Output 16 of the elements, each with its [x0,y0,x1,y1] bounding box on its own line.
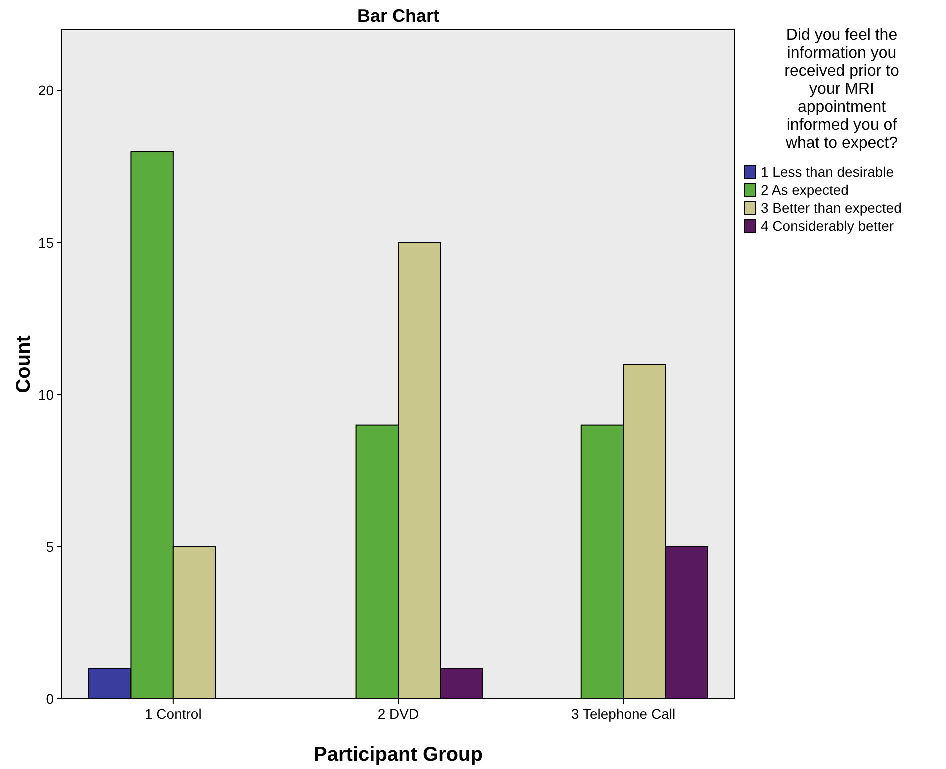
x-axis-title: Participant Group [314,744,483,766]
y-tick-label: 20 [38,82,54,99]
y-tick-label: 15 [38,234,54,251]
legend-label: 2 As expected [761,182,849,198]
x-tick-label: 1 Control [145,706,202,722]
legend-label: 1 Less than desirable [761,164,894,180]
chart-title: Bar Chart [357,6,440,26]
legend-title: Did you feel the information you received prior to your MRI appointment informed you of what to expect? [784,27,900,152]
y-axis-title: Count [13,335,35,394]
y-tick-label: 0 [46,690,54,707]
legend-label: 3 Better than expected [761,200,902,216]
x-tick-label: 2 DVD [378,706,420,722]
x-tick-label: 3 Telephone Call [572,706,676,722]
y-tick-label: 5 [46,538,54,555]
legend-label: 4 Considerably better [761,218,894,234]
y-tick-label: 10 [38,386,54,403]
